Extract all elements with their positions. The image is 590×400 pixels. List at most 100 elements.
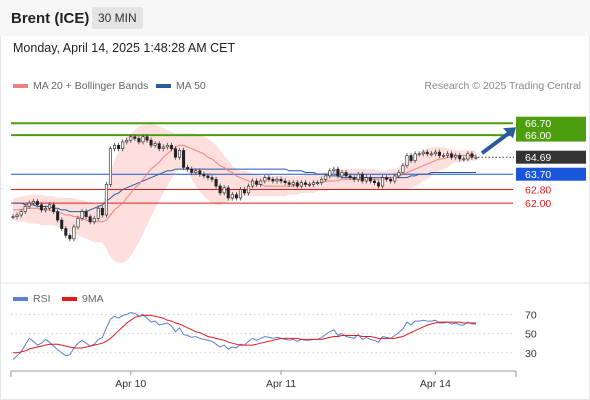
credit-text: Research © 2025 Trading Central: [424, 80, 581, 92]
candle: [202, 173, 206, 177]
candle: [76, 218, 80, 228]
level-label-resistance-bg: [516, 128, 586, 142]
candle: [64, 228, 68, 236]
candle: [381, 177, 385, 187]
candle: [19, 211, 23, 216]
candle: [84, 211, 88, 218]
candle: [348, 175, 352, 178]
candle: [108, 148, 112, 185]
legend-ma50: MA 50: [156, 80, 206, 92]
candle: [441, 155, 446, 157]
candle: [377, 182, 381, 187]
chart-header: Brent (ICE) 30 MIN: [0, 0, 590, 36]
candle: [153, 143, 157, 146]
ma9-swatch: [62, 297, 77, 301]
candle: [368, 177, 372, 182]
candle: [466, 153, 470, 160]
candle: [421, 151, 425, 155]
candle: [283, 180, 287, 183]
candle: [364, 177, 368, 182]
rsi-swatch: [13, 297, 28, 301]
candle: [104, 184, 108, 216]
candle: [454, 155, 458, 158]
x-tick-label: Apr 14: [420, 378, 451, 390]
candle: [121, 141, 125, 149]
candles: [11, 134, 478, 242]
last-price-label: 64.69: [525, 152, 551, 164]
candle: [316, 182, 320, 184]
candle: [332, 168, 336, 172]
candle: [336, 168, 340, 177]
last-price-label-bg: [516, 150, 586, 164]
candle: [352, 177, 356, 180]
candle: [186, 167, 190, 170]
candle: [100, 207, 104, 216]
candle: [133, 136, 137, 139]
candle: [218, 185, 222, 194]
candle: [413, 153, 417, 161]
level-label-pivot-bg: [516, 167, 586, 181]
candle: [35, 201, 39, 206]
candle: [222, 187, 226, 194]
candle: [312, 182, 316, 185]
candle: [458, 155, 462, 160]
candle: [389, 179, 393, 182]
candle: [393, 175, 397, 182]
candle: [15, 214, 19, 217]
candle: [255, 180, 259, 185]
rsi-tick-label: 50: [525, 329, 537, 341]
candle: [356, 173, 360, 180]
rsi-panel: 70 50 30: [0, 282, 590, 360]
candle: [60, 219, 64, 229]
x-tick-label: Apr 10: [115, 378, 146, 390]
rsi-tick-label: 70: [525, 309, 537, 321]
candle: [470, 153, 474, 158]
candle: [145, 136, 149, 141]
candle: [39, 204, 43, 211]
candle: [43, 207, 48, 211]
projection-arrow: [480, 130, 512, 155]
level-label-support: 62.80: [525, 185, 551, 197]
candle: [271, 179, 275, 182]
candle: [149, 139, 153, 146]
candle: [429, 153, 433, 156]
candle: [80, 211, 84, 219]
key-levels: [11, 122, 513, 204]
candle: [324, 175, 328, 180]
level-label-resistance: 66.00: [525, 130, 551, 142]
candle: [27, 202, 31, 207]
legend-9ma: 9MA: [62, 293, 104, 305]
candle: [141, 136, 145, 143]
candle: [31, 201, 35, 204]
candle: [279, 179, 283, 182]
candle: [56, 211, 60, 221]
candle: [194, 170, 198, 173]
candle: [299, 182, 303, 187]
candle: [96, 207, 100, 219]
rsi-label: RSI: [33, 293, 51, 305]
candle: [182, 150, 186, 168]
candle: [417, 153, 421, 156]
level-label-resistance: 66.70: [525, 118, 551, 130]
candle: [446, 153, 450, 156]
candle: [117, 145, 121, 150]
candle: [259, 180, 263, 185]
candle: [242, 189, 247, 194]
candle: [173, 148, 177, 158]
ma20-label: MA 20 + Bollinger Bands: [33, 80, 149, 92]
symbol-title: Brent (ICE): [11, 10, 90, 27]
candle: [251, 180, 255, 187]
level-label-pivot: 63.70: [525, 169, 551, 181]
candle: [238, 189, 242, 199]
candle: [48, 204, 52, 209]
candle: [23, 206, 27, 212]
candle: [157, 143, 161, 150]
candle: [129, 136, 133, 141]
timeframe-badge[interactable]: 30 MIN: [92, 7, 143, 29]
candle: [214, 179, 218, 187]
candle: [287, 182, 291, 185]
candle: [385, 177, 389, 180]
ma50-swatch: [156, 84, 171, 88]
level-label-support: 62.00: [525, 198, 551, 210]
